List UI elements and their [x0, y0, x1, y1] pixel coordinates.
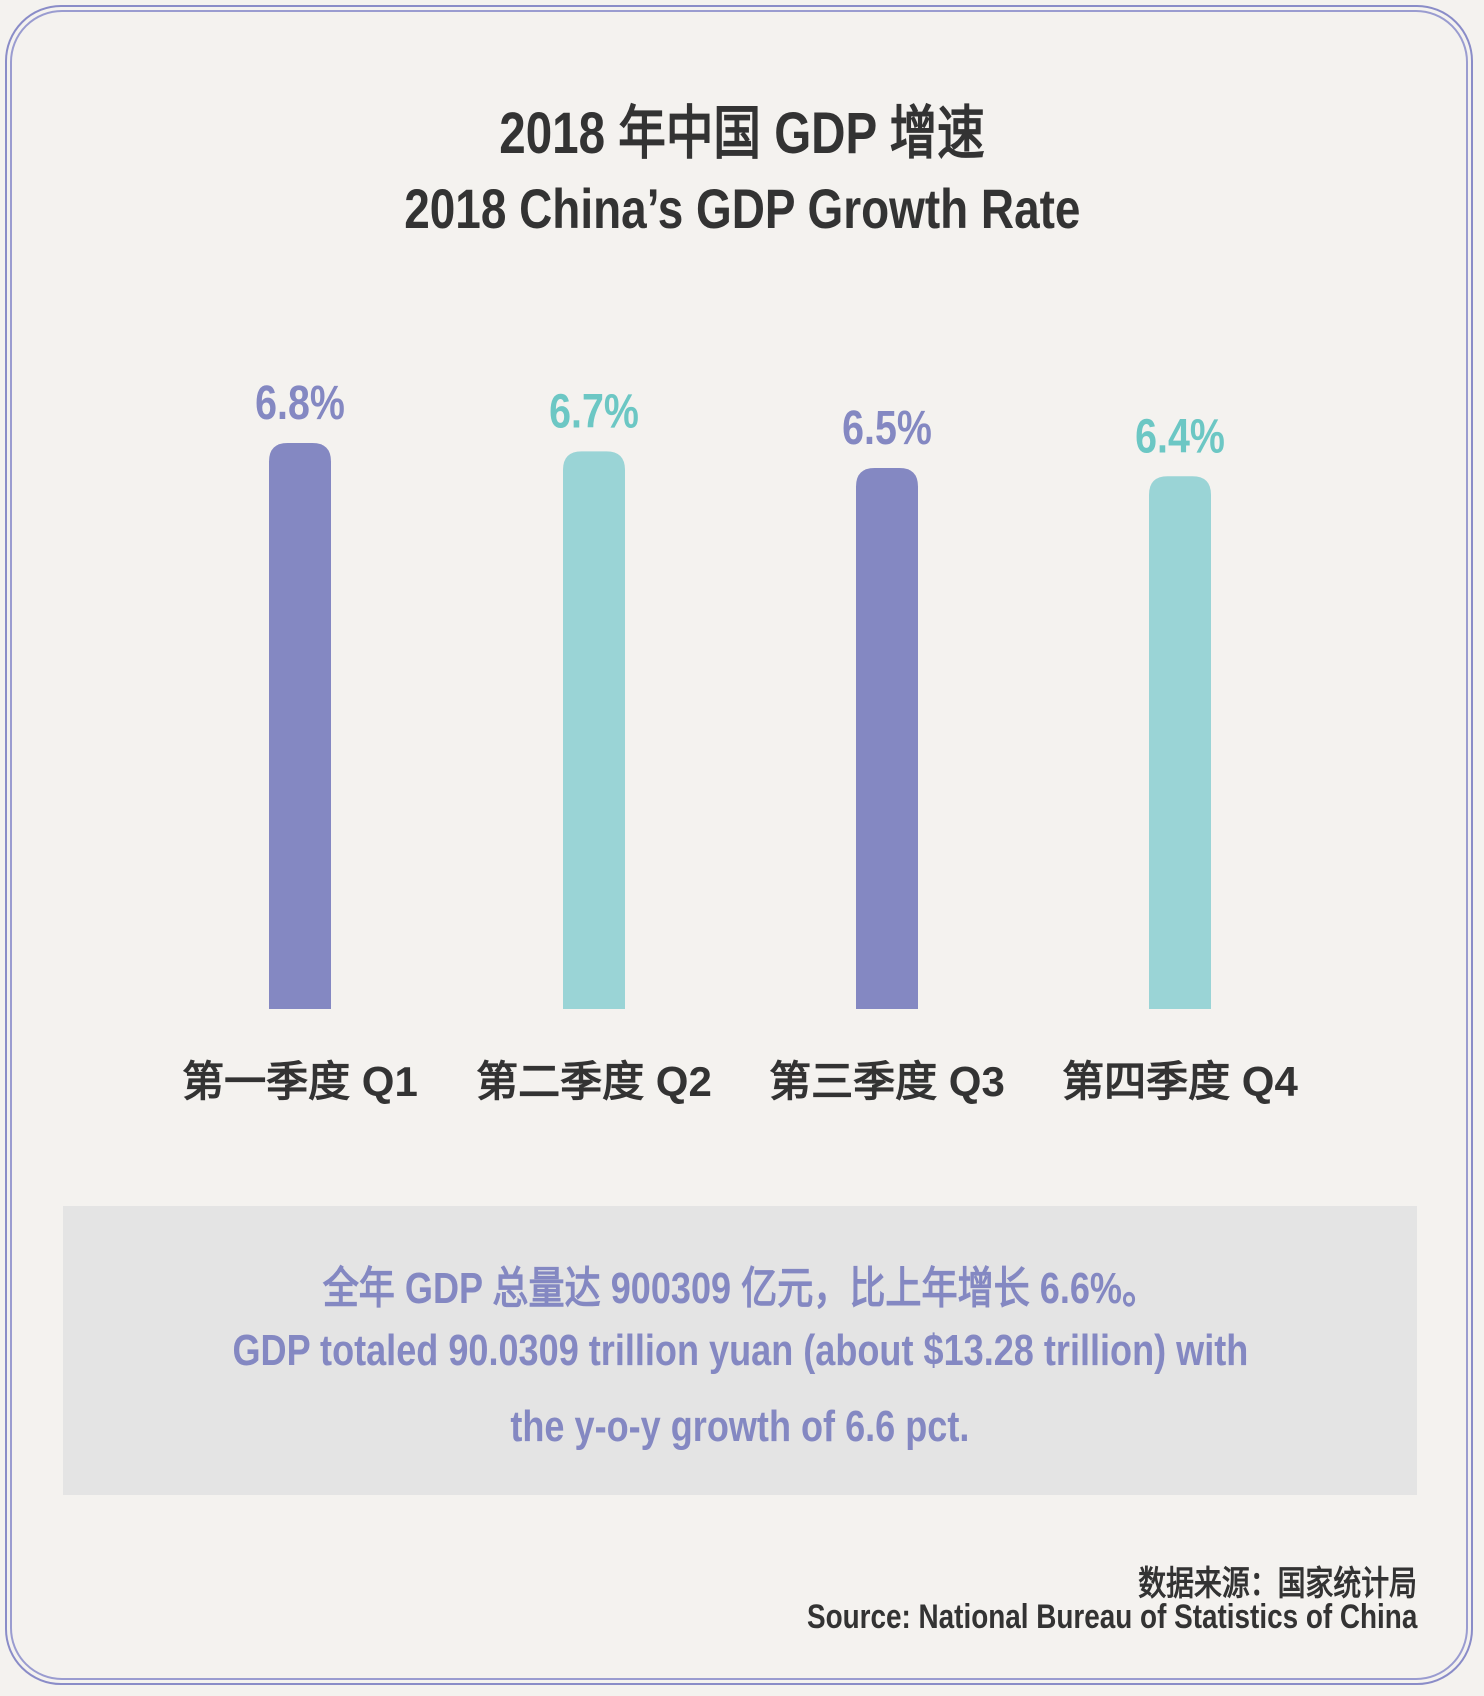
outer-border: [5, 5, 1473, 1685]
chart-title-text: 2018 年中国 GDP 增速: [499, 101, 985, 166]
source-en-text: Source: National Bureau of Statistics of…: [806, 1598, 1417, 1636]
value-label-q4: 6.4%: [1135, 410, 1225, 464]
chart-title: 2018 年中国 GDP 增速: [0, 86, 1484, 170]
category-label-q1: 第一季度 Q1: [182, 1058, 418, 1105]
source-en: Source: National Bureau of Statistics of…: [673, 1598, 1417, 1637]
chart-subtitle: 2018 China’s GDP Growth Rate: [0, 176, 1484, 241]
bar-q2: [563, 451, 625, 1010]
summary-box: 全年 GDP 总量达 900309 亿元，比上年增长 6.6%。 GDP tot…: [63, 1206, 1417, 1495]
source-zh: 数据来源：国家统计局: [1077, 1556, 1417, 1605]
bar-q3: [856, 467, 918, 1009]
bar-chart: 6.8% 6.7% 6.5% 6.4%: [255, 376, 1225, 1010]
category-label-q3: 第三季度 Q3: [769, 1058, 1005, 1105]
summary-en-line2: the y-o-y growth of 6.6 pct.: [63, 1402, 1417, 1452]
source-zh-text: 数据来源：国家统计局: [1138, 1565, 1417, 1603]
category-label-q4: 第四季度 Q4: [1062, 1058, 1298, 1105]
summary-en-line2-text: the y-o-y growth of 6.6 pct.: [510, 1402, 970, 1451]
summary-en-line1: GDP totaled 90.0309 trillion yuan (about…: [63, 1326, 1417, 1376]
category-label-q2: 第二季度 Q2: [476, 1058, 712, 1105]
summary-en-line1-text: GDP totaled 90.0309 trillion yuan (about…: [232, 1326, 1248, 1375]
summary-zh-text: 全年 GDP 总量达 900309 亿元，比上年增长 6.6%。: [322, 1264, 1158, 1313]
value-label-q3: 6.5%: [842, 401, 932, 455]
bar-q1: [269, 443, 331, 1009]
bar-q4: [1149, 476, 1211, 1009]
value-label-q1: 6.8%: [255, 376, 345, 430]
chart-subtitle-text: 2018 China’s GDP Growth Rate: [403, 177, 1081, 240]
summary-zh: 全年 GDP 总量达 900309 亿元，比上年增长 6.6%。: [63, 1252, 1417, 1316]
value-label-q2: 6.7%: [549, 385, 639, 439]
inner-border: [10, 10, 1468, 1680]
